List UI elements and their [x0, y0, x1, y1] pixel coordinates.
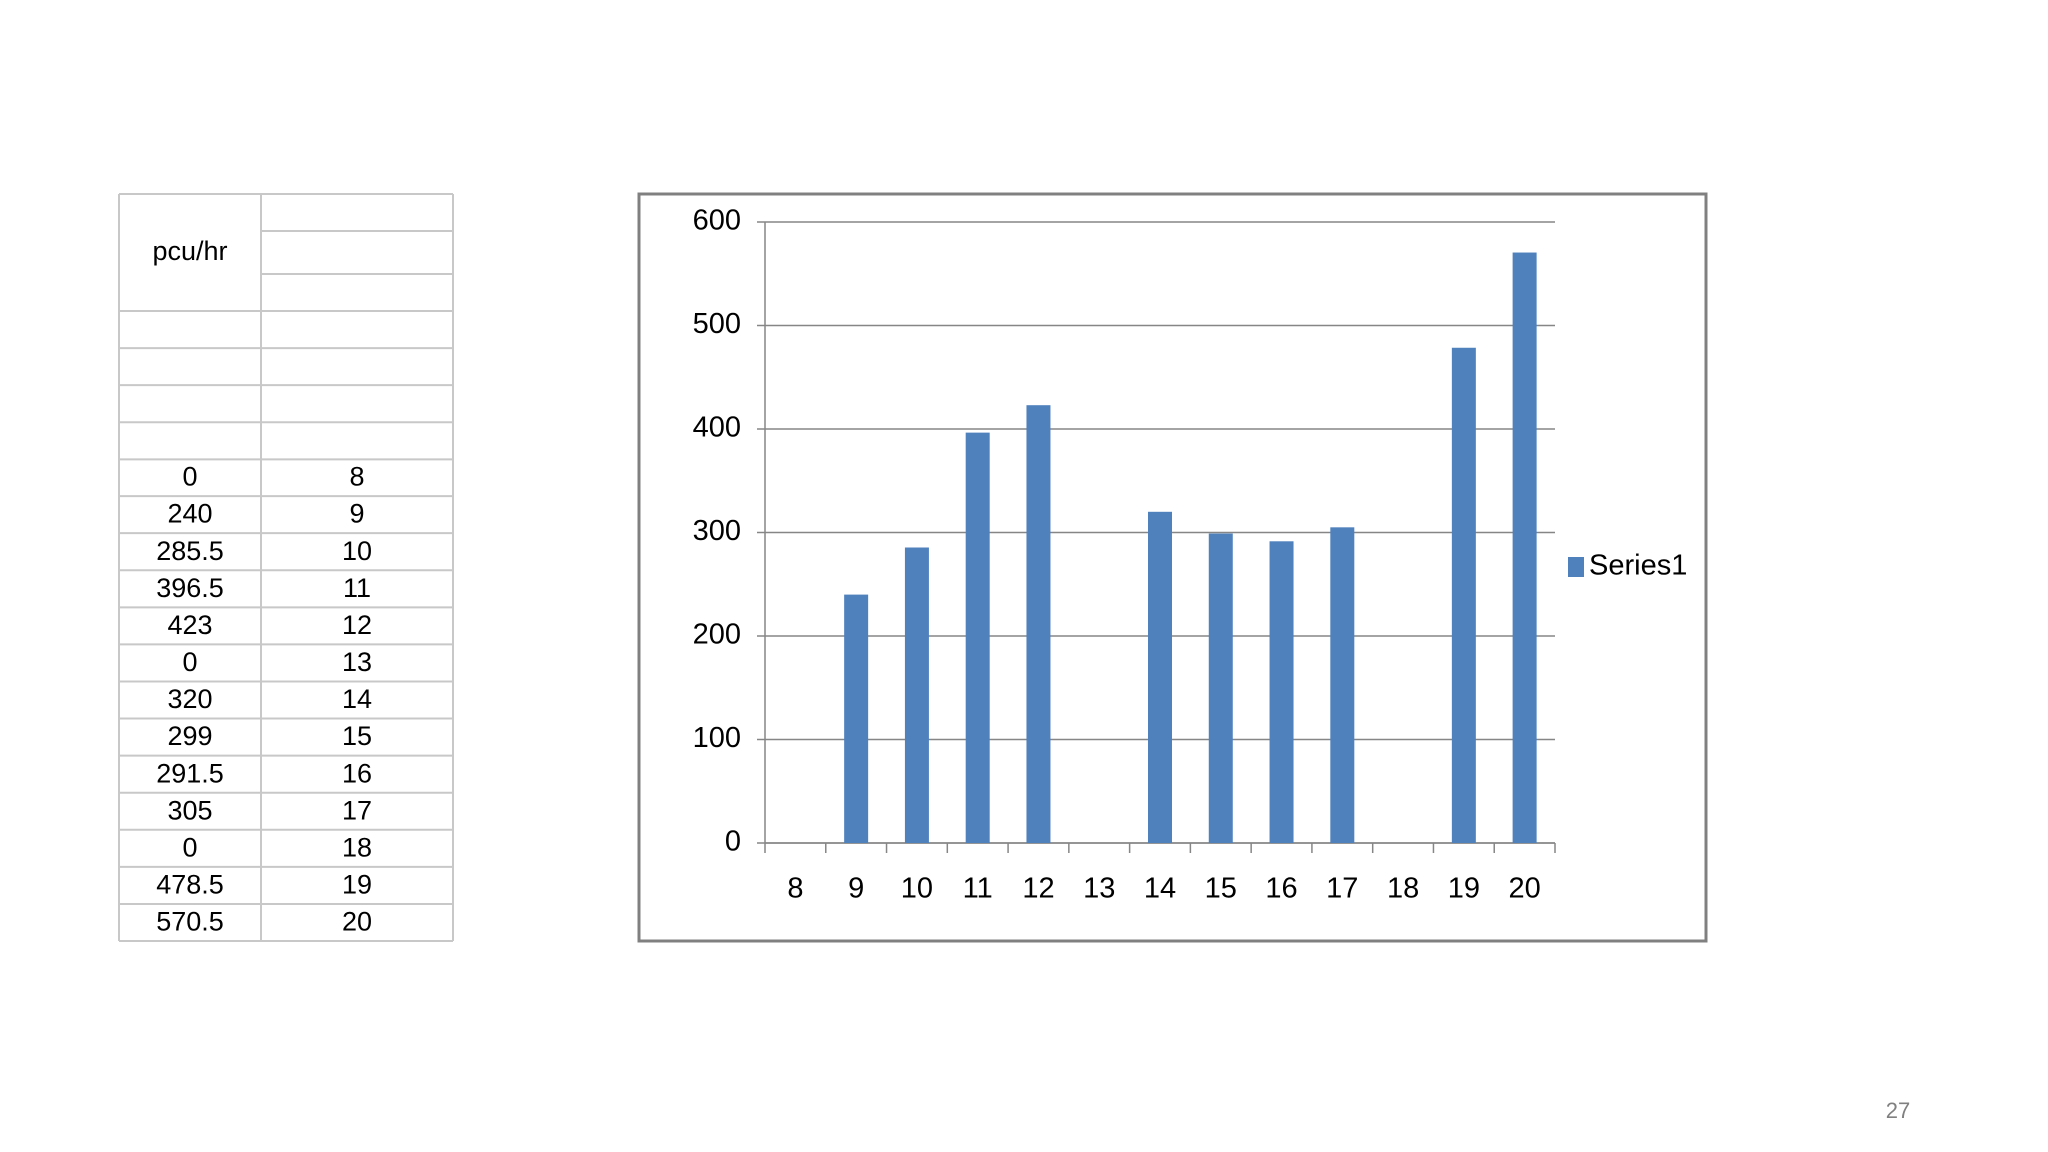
x-tick-label: 13	[1083, 873, 1115, 905]
table-cell: 8	[349, 462, 364, 492]
bar	[1148, 511, 1172, 843]
y-tick-label: 400	[693, 412, 741, 444]
table-cell: 299	[167, 721, 212, 751]
x-tick-label: 9	[848, 873, 864, 905]
table-cell: 11	[343, 573, 371, 603]
bar	[1208, 533, 1233, 843]
x-tick-label: 10	[901, 873, 933, 905]
table-cell: 291.5	[156, 758, 224, 788]
table-cell: 478.5	[156, 870, 224, 900]
table-cell: 0	[182, 647, 197, 677]
bar	[844, 594, 869, 843]
bar	[1269, 541, 1294, 843]
table-cell: 14	[342, 684, 372, 714]
table-cell: 10	[342, 536, 372, 566]
table-cell: 17	[342, 795, 372, 825]
page-number: 27	[1886, 1098, 1910, 1123]
table-cell: 20	[342, 907, 372, 937]
bar	[1451, 347, 1476, 843]
x-tick-label: 11	[963, 873, 993, 905]
y-tick-label: 500	[693, 308, 741, 340]
table-cell: 240	[167, 499, 212, 529]
x-tick-label: 16	[1265, 873, 1297, 905]
bar	[1026, 405, 1051, 843]
y-tick-label: 200	[693, 619, 741, 651]
legend-swatch	[1568, 557, 1584, 577]
x-tick-label: 20	[1508, 873, 1540, 905]
x-tick-label: 17	[1326, 873, 1358, 905]
table-cell: 0	[182, 462, 197, 492]
table-cell: 19	[342, 870, 372, 900]
table-cell: 305	[167, 795, 212, 825]
table-cell: 396.5	[156, 573, 224, 603]
x-tick-label: 12	[1022, 873, 1054, 905]
table-cell: 15	[342, 721, 372, 751]
table-cell: 285.5	[156, 536, 224, 566]
x-tick-label: 8	[787, 873, 803, 905]
table-cell: 18	[342, 832, 372, 862]
y-tick-label: 0	[725, 826, 741, 858]
x-tick-label: 15	[1205, 873, 1237, 905]
table-cell: 320	[167, 684, 212, 714]
x-tick-label: 18	[1387, 873, 1419, 905]
bar	[965, 432, 990, 843]
bar	[904, 547, 929, 843]
y-tick-label: 100	[693, 722, 741, 754]
table-cell: 12	[342, 610, 372, 640]
bar	[1512, 252, 1537, 844]
y-tick-label: 600	[693, 205, 741, 237]
bar	[1330, 527, 1355, 843]
table-cell: 423	[167, 610, 212, 640]
table-cell: 570.5	[156, 907, 224, 937]
x-tick-label: 19	[1448, 873, 1480, 905]
table-cell: 13	[342, 647, 372, 677]
table-cell: 16	[342, 758, 372, 788]
chart-frame	[637, 192, 1708, 943]
table-cell: 0	[182, 832, 197, 862]
x-tick-label: 14	[1144, 873, 1176, 905]
table-cell: 9	[349, 499, 364, 529]
legend-label: Series1	[1589, 550, 1687, 582]
table-header: pcu/hr	[152, 236, 227, 266]
y-tick-label: 300	[693, 515, 741, 547]
